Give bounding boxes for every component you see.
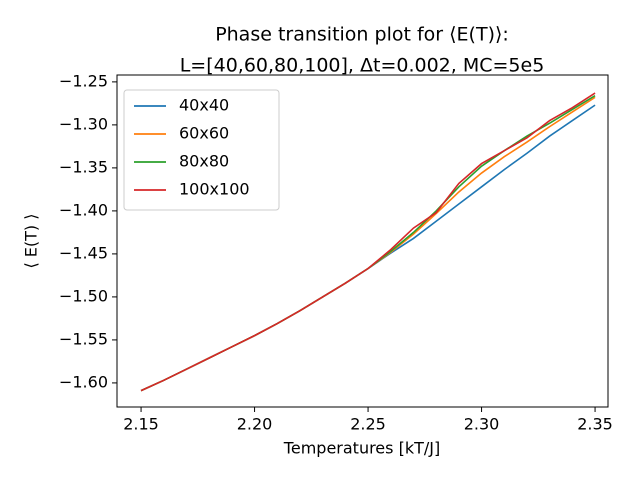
- x-axis-label: Temperatures [kT/J]: [283, 439, 440, 458]
- y-tick-label: −1.60: [59, 372, 108, 391]
- x-tick-label: 2.30: [464, 415, 500, 434]
- legend-label: 80x80: [179, 152, 229, 171]
- x-tick-label: 2.35: [577, 415, 613, 434]
- x-tick-label: 2.25: [350, 415, 386, 434]
- y-tick-label: −1.40: [59, 200, 108, 219]
- x-tick-label: 2.20: [237, 415, 273, 434]
- chart-title: Phase transition plot for ⟨E(T)⟩:: [215, 24, 509, 46]
- chart-title: L=[40,60,80,100], Δt=0.002, MC=5e5: [180, 55, 545, 77]
- legend-box: [123, 89, 280, 211]
- y-tick-label: −1.30: [59, 114, 108, 133]
- plot-frame: [116, 74, 609, 408]
- y-tick-label: −1.50: [59, 286, 108, 305]
- y-tick-label: −1.25: [59, 71, 108, 90]
- series-line: [140, 92, 596, 392]
- y-axis-label: ⟨ E(T) ⟩: [22, 213, 41, 268]
- x-tick-label: 2.15: [123, 415, 159, 434]
- y-tick-label: −1.45: [59, 243, 108, 262]
- legend-label: 40x40: [179, 96, 229, 115]
- legend-label: 60x60: [179, 124, 229, 143]
- y-tick-label: −1.35: [59, 157, 108, 176]
- y-tick-label: −1.55: [59, 329, 108, 348]
- legend-label: 100x100: [179, 180, 250, 199]
